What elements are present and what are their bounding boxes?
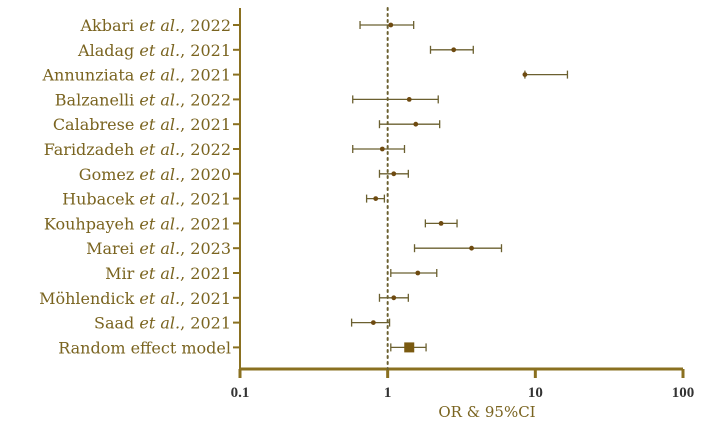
point-estimate: [391, 171, 397, 177]
point-estimate: [391, 295, 397, 301]
study-label: Calabrese et al., 2021: [53, 115, 231, 134]
study-label: Balzanelli et al., 2022: [55, 90, 231, 109]
study-label: Kouhpayeh et al., 2021: [44, 214, 231, 233]
point-estimate: [370, 320, 376, 325]
point-estimate: [438, 221, 444, 226]
x-axis-title: OR & 95%CI: [438, 403, 535, 421]
x-tick-label: 0.1: [231, 385, 250, 401]
study-label: Faridzadeh et al., 2022: [44, 140, 231, 159]
x-tick-label: 1: [384, 385, 392, 401]
point-estimate: [388, 22, 394, 28]
study-label: Akbari et al., 2022: [79, 16, 231, 35]
plot-marks: [350, 21, 569, 353]
point-estimate: [406, 97, 412, 102]
point-estimate: [373, 196, 379, 202]
study-labels: Akbari et al., 2022 Aladag et al., 2021 An…: [39, 16, 231, 357]
x-tick-label: 10: [528, 385, 543, 401]
point-estimate: [469, 245, 474, 251]
point-estimate: [379, 146, 385, 152]
pooled-label: Random effect model: [58, 338, 231, 357]
study-label: Annunziata et al., 2021: [41, 66, 231, 85]
study-label: Saad et al., 2021: [94, 314, 231, 333]
point-estimate: [451, 47, 457, 53]
point-estimate: [522, 72, 528, 77]
study-label: Mir et al., 2021: [105, 264, 231, 283]
study-label: Gomez et al., 2020: [79, 165, 231, 184]
point-estimate: [413, 121, 419, 127]
study-label: Möhlendick et al., 2021: [39, 289, 231, 308]
study-label: Aladag et al., 2021: [77, 41, 231, 60]
study-label: Marei et al., 2023: [86, 239, 231, 258]
study-label: Hubacek et al., 2021: [62, 190, 231, 209]
x-tick-label: 100: [672, 385, 695, 401]
axes: 0.1 1 10 100: [231, 7, 695, 401]
pooled-estimate-square: [404, 342, 415, 353]
point-estimate: [415, 270, 421, 276]
